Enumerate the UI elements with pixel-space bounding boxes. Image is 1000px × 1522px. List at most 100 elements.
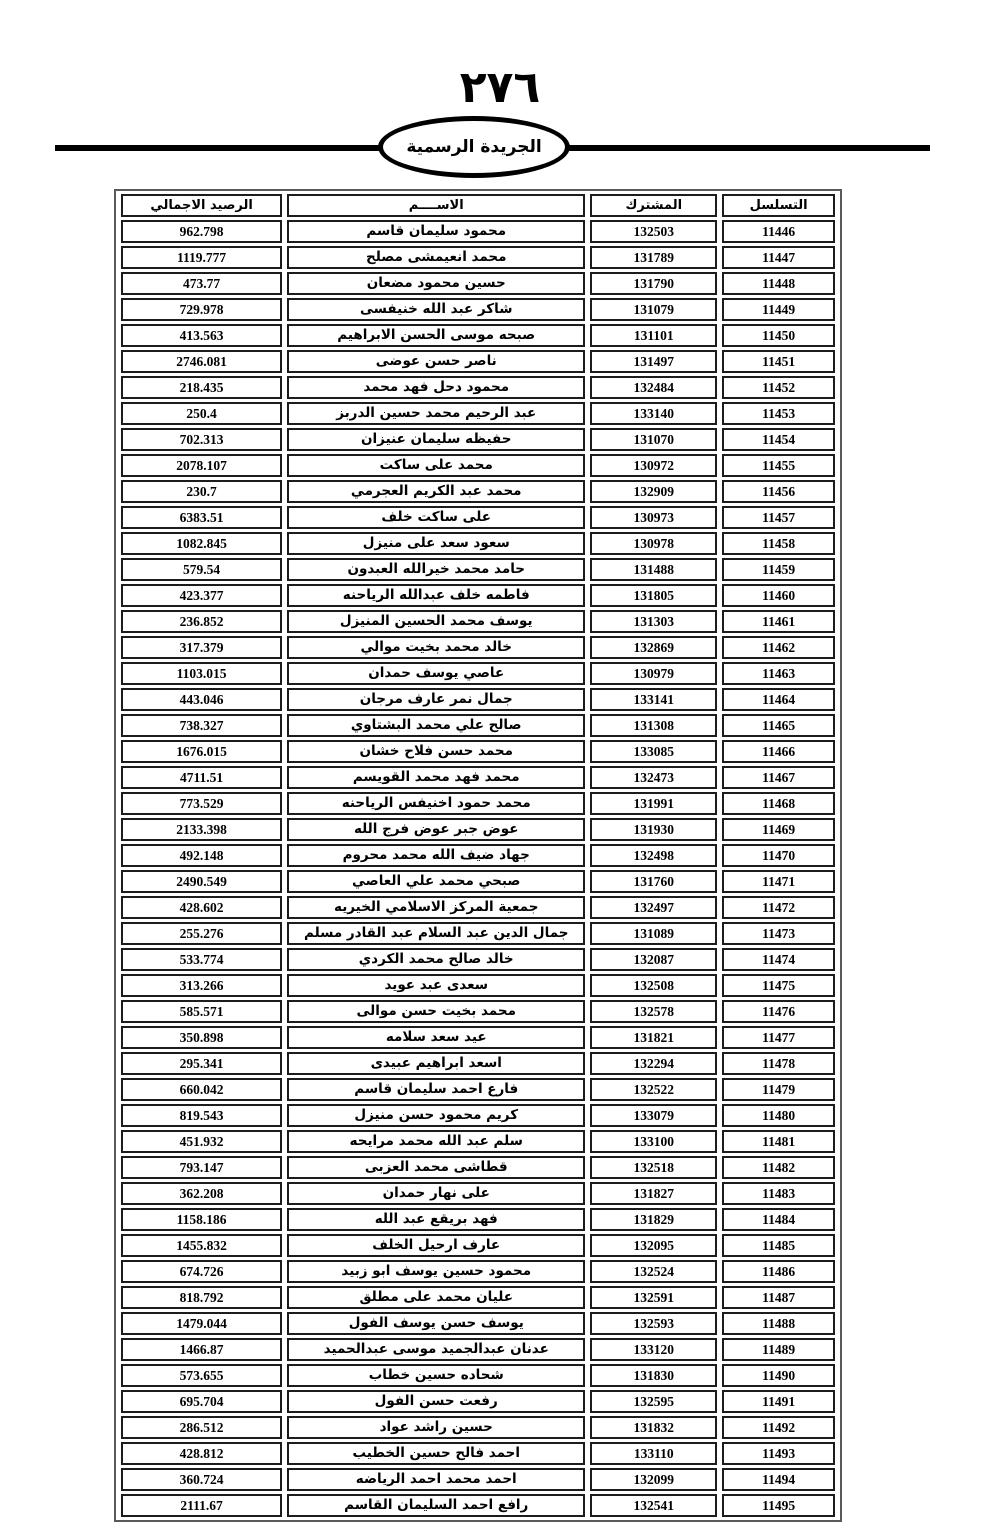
serial-cell: 11461 — [722, 610, 835, 633]
balance-cell: 1119.777 — [121, 246, 283, 269]
serial-cell: 11472 — [722, 896, 835, 919]
serial-cell: 11447 — [722, 246, 835, 269]
table-row: 11455 130972 محمد على ساكت 2078.107 — [121, 454, 835, 477]
table-row: 11458 130978 سعود سعد على منيزل 1082.845 — [121, 532, 835, 555]
column-header-balance: الرصيد الاجمالي — [121, 194, 283, 217]
column-header-serial: التسلسل — [722, 194, 835, 217]
name-cell: حسين محمود مضعان — [287, 272, 586, 295]
table-row: 11489 133120 عدنان عبدالجميد موسى عبدالحمي… — [121, 1338, 835, 1361]
serial-cell: 11463 — [722, 662, 835, 685]
page-number: ٢٧٦ — [459, 62, 541, 113]
subscriber-cell: 132095 — [590, 1234, 718, 1257]
balance-cell: 286.512 — [121, 1416, 283, 1439]
table-row: 11477 131821 عيد سعد سلامه 350.898 — [121, 1026, 835, 1049]
table-row: 11480 133079 كريم محمود حسن منيزل 819.543 — [121, 1104, 835, 1127]
name-cell: رفعت حسن الفول — [287, 1390, 586, 1413]
table-row: 11473 131089 جمال الدين عبد السلام عبد الق… — [121, 922, 835, 945]
serial-cell: 11485 — [722, 1234, 835, 1257]
subscriber-cell: 132524 — [590, 1260, 718, 1283]
balance-cell: 773.529 — [121, 792, 283, 815]
subscriber-cell: 131308 — [590, 714, 718, 737]
serial-cell: 11482 — [722, 1156, 835, 1179]
gazette-seal: الجريدة الرسمية — [378, 116, 570, 178]
name-cell: على ساكت خلف — [287, 506, 586, 529]
balance-cell: 218.435 — [121, 376, 283, 399]
name-cell: خالد صالح محمد الكردي — [287, 948, 586, 971]
name-cell: عاصي يوسف حمدان — [287, 662, 586, 685]
subscriber-cell: 132909 — [590, 480, 718, 503]
serial-cell: 11484 — [722, 1208, 835, 1231]
subscriber-cell: 131101 — [590, 324, 718, 347]
serial-cell: 11467 — [722, 766, 835, 789]
name-cell: جمعية المركز الاسلامي الخيريه — [287, 896, 586, 919]
balance-cell: 2078.107 — [121, 454, 283, 477]
table-row: 11474 132087 خالد صالح محمد الكردي 533.774 — [121, 948, 835, 971]
serial-cell: 11476 — [722, 1000, 835, 1023]
name-cell: محمد حمود اخنيفس الرياحنه — [287, 792, 586, 815]
subscriber-cell: 131070 — [590, 428, 718, 451]
name-cell: عبد الرحيم محمد حسين الدربز — [287, 402, 586, 425]
serial-cell: 11454 — [722, 428, 835, 451]
subscriber-cell: 132484 — [590, 376, 718, 399]
name-cell: محمود دحل فهد محمد — [287, 376, 586, 399]
serial-cell: 11455 — [722, 454, 835, 477]
balance-cell: 236.852 — [121, 610, 283, 633]
serial-cell: 11452 — [722, 376, 835, 399]
subscriber-cell: 130979 — [590, 662, 718, 685]
subscriber-cell: 133110 — [590, 1442, 718, 1465]
name-cell: احمد فالح حسين الخطيب — [287, 1442, 586, 1465]
balance-cell: 250.4 — [121, 402, 283, 425]
table-row: 11482 132518 قطاشى محمد العزبى 793.147 — [121, 1156, 835, 1179]
subscriber-cell: 132522 — [590, 1078, 718, 1101]
balance-cell: 573.655 — [121, 1364, 283, 1387]
table-row: 11476 132578 محمد بخيت حسن موالى 585.571 — [121, 1000, 835, 1023]
table-row: 11479 132522 فارع احمد سليمان قاسم 660.042 — [121, 1078, 835, 1101]
subscriber-cell: 131830 — [590, 1364, 718, 1387]
serial-cell: 11487 — [722, 1286, 835, 1309]
table-row: 11478 132294 اسعد ابراهيم عبيدى 295.341 — [121, 1052, 835, 1075]
subscriber-cell: 131790 — [590, 272, 718, 295]
gazette-title: الجريدة الرسمية — [406, 137, 542, 157]
table-row: 11485 132095 عارف ارحيل الخلف 1455.832 — [121, 1234, 835, 1257]
name-cell: محمد حسن فلاح خشان — [287, 740, 586, 763]
table-row: 11488 132593 يوسف حسن يوسف الفول 1479.044 — [121, 1312, 835, 1335]
balance-cell: 585.571 — [121, 1000, 283, 1023]
subscriber-cell: 131488 — [590, 558, 718, 581]
serial-cell: 11459 — [722, 558, 835, 581]
table-row: 11462 132869 خالد محمد بخيت موالي 317.379 — [121, 636, 835, 659]
subscriber-cell: 132541 — [590, 1494, 718, 1517]
name-cell: خالد محمد بخيت موالي — [287, 636, 586, 659]
serial-cell: 11477 — [722, 1026, 835, 1049]
name-cell: محمد فهد محمد القويسم — [287, 766, 586, 789]
subscriber-cell: 132498 — [590, 844, 718, 867]
balance-cell: 473.77 — [121, 272, 283, 295]
name-cell: فاطمه خلف عبدالله الرياحنه — [287, 584, 586, 607]
table-row: 11453 133140 عبد الرحيم محمد حسين الدربز 25… — [121, 402, 835, 425]
serial-cell: 11474 — [722, 948, 835, 971]
table-row: 11493 133110 احمد فالح حسين الخطيب 428.812 — [121, 1442, 835, 1465]
subscriber-cell: 132294 — [590, 1052, 718, 1075]
balance-cell: 350.898 — [121, 1026, 283, 1049]
table-row: 11460 131805 فاطمه خلف عبدالله الرياحنه 423… — [121, 584, 835, 607]
balance-cell: 413.563 — [121, 324, 283, 347]
table-row: 11483 131827 على نهار حمدان 362.208 — [121, 1182, 835, 1205]
balance-cell: 793.147 — [121, 1156, 283, 1179]
balance-cell: 1676.015 — [121, 740, 283, 763]
subscriber-cell: 132497 — [590, 896, 718, 919]
serial-cell: 11448 — [722, 272, 835, 295]
table-row: 11495 132541 رافع احمد السليمان القاسم 2111… — [121, 1494, 835, 1517]
table-row: 11448 131790 حسين محمود مضعان 473.77 — [121, 272, 835, 295]
name-cell: قطاشى محمد العزبى — [287, 1156, 586, 1179]
subscriber-cell: 131497 — [590, 350, 718, 373]
table-row: 11492 131832 حسين راشد عواد 286.512 — [121, 1416, 835, 1439]
name-cell: يوسف حسن يوسف الفول — [287, 1312, 586, 1335]
subscriber-cell: 130973 — [590, 506, 718, 529]
balance-cell: 1082.845 — [121, 532, 283, 555]
table-row: 11472 132497 جمعية المركز الاسلامي الخيريه… — [121, 896, 835, 919]
name-cell: محمود حسين يوسف ابو زبيد — [287, 1260, 586, 1283]
subscriber-cell: 131829 — [590, 1208, 718, 1231]
serial-cell: 11464 — [722, 688, 835, 711]
subscriber-cell: 131760 — [590, 870, 718, 893]
balance-cell: 428.812 — [121, 1442, 283, 1465]
subscriber-cell: 133100 — [590, 1130, 718, 1153]
